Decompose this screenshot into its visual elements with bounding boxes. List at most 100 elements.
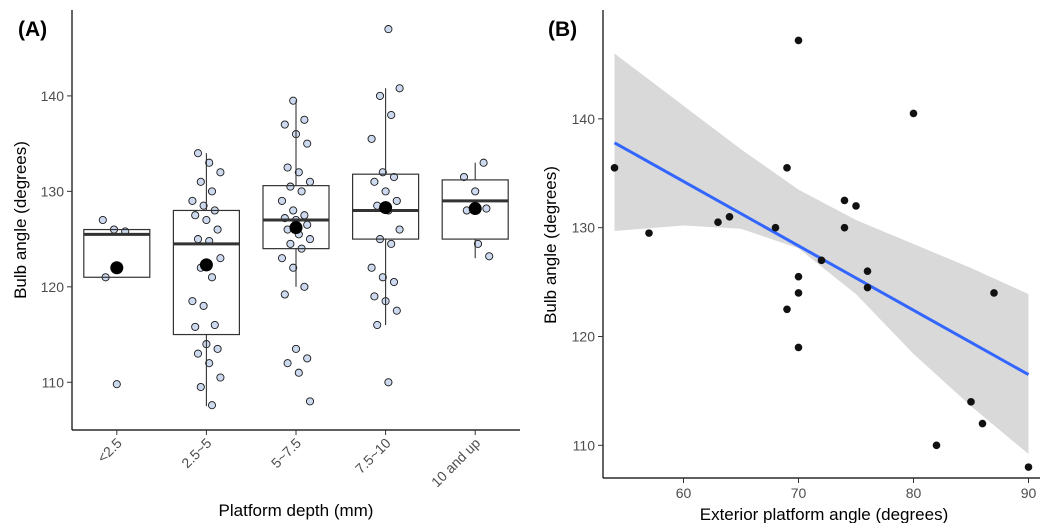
panel-a-data-point [387,110,396,120]
panel-a-data-point [199,301,208,310]
panel-b-label: (B) [548,18,577,41]
panel-a-data-point [303,139,312,148]
panel-a-data-point [202,215,211,225]
panel-b-data-point [794,289,803,297]
panel-a-data-point [471,187,480,196]
panel-a-data-point [277,196,287,205]
panel-a-data-point [193,235,203,244]
panel-b-data-point [794,343,803,352]
panel-a-data-point [286,239,295,248]
panel-a-x-tick-label: 7.5~10 [352,435,394,477]
panel-a-data-point [384,25,393,34]
panel-a-data-point [216,168,225,177]
panel-b-data-point [783,305,791,314]
panel-a-mean-point [468,202,482,216]
panel-a-data-point [294,368,303,377]
panel-b-x-tick-label: 90 [1021,485,1037,501]
panel-b-x-axis-title: Exterior platform angle (degrees) [700,505,949,523]
panel-b-data-point [863,267,872,276]
panel-a-data-point [193,149,203,158]
panel-a-data-point [387,239,396,248]
panel-a-data-point [205,359,214,368]
panel-a-mean-point [379,201,393,215]
panel-a-data-point [392,306,401,315]
panel-a-y-tick-label: 140 [41,88,65,104]
panel-b-data-point [771,223,780,232]
panel-a-data-point [286,182,295,191]
panel-a-data-point [395,84,404,93]
panel-a-data-point [280,120,289,129]
panel-b-data-point [840,196,849,205]
panel-a-data-point [98,215,107,225]
panel-a-data-point [367,134,376,143]
panel-a-data-point [479,158,488,167]
panel-a-data-point [199,201,208,210]
panel-b-x-tick-label: 70 [791,485,807,501]
panel-b-data-point [1024,463,1033,471]
panel-a-box [172,209,240,336]
panel-a-box [352,173,420,240]
panel-a-data-point [188,297,197,306]
panel-a-data-point [305,397,315,406]
panel-b-data-point [978,419,987,428]
panel-a-data-point [459,172,469,182]
panel-b-data-point [645,229,653,237]
panel-a-y-axis-title: Bulb angle (degrees) [11,141,30,299]
panel-a-data-point [294,168,303,177]
panel-a-data-point [216,373,225,382]
panel-a-data-point [300,211,309,220]
panel-a-mean-point [199,258,213,272]
panel-a-data-point [389,277,399,287]
panel-a-data-point [210,320,219,330]
panel-a-data-point [367,263,376,272]
panel-a-y-tick-label: 110 [42,374,65,390]
panel-a-x-tick-label: <2.5 [94,435,125,466]
panel-a-label: (A) [18,18,47,41]
panel-a-data-point [207,187,217,196]
panel-a-x-tick-label: 5~7.5 [268,435,305,472]
panel-b-data-point [714,218,722,227]
panel-b-data-point [783,164,791,172]
panel-a-data-point [289,96,298,105]
panel-a-data-point [277,254,287,263]
panel-a-data-point [485,252,494,261]
panel-b-confidence-band [614,53,1029,455]
panel-b-y-axis-title: Bulb angle (degrees) [541,166,560,324]
panel-a-data-point [196,177,205,186]
panel-b-y-tick-label: 140 [572,111,596,127]
panel-a-box [262,185,330,250]
panel-a-x-tick-label: 2.5~5 [178,435,215,472]
panel-b-data-point [725,212,734,221]
panel-b-data-point [932,441,941,450]
panel-b-data-point [967,398,975,406]
panel-a-data-point [207,401,217,410]
panel-a: (A) 110 120 130 140 <2.5 2.5~5 5~7.5 7.5~10 10 … [11,10,520,520]
panel-a-data-point [370,292,379,301]
panel-a-data-point [303,354,312,363]
panel-a-data-point [384,378,393,387]
panel-a-data-point [216,254,225,263]
panel-a-data-point [289,263,298,272]
panel-a-data-point [207,273,217,282]
panel-a-data-point [283,163,292,172]
panel-a-data-point [213,344,222,353]
panel-a-data-point [300,282,309,291]
panel-a-data-point [300,115,309,124]
panel-b-y-tick-label: 130 [572,220,596,236]
panel-a-data-point [283,359,292,368]
panel-b-data-point [909,109,918,118]
panel-a-data-point [303,220,312,229]
panel-a-y-tick-label: 130 [41,183,65,199]
panel-a-data-point [213,225,222,234]
panel-a-data-point [378,273,387,282]
panel-b-y-tick-label: 120 [572,329,596,345]
panel-b-data-point [794,272,803,281]
panel-a-box [83,228,151,278]
panel-a-data-point [305,235,315,244]
panel-a-mean-point [110,261,124,275]
panel-b-data-point [840,223,849,232]
panel-a-data-point [392,196,401,205]
panel-a-data-point [193,349,203,358]
panel-a-y-tick-label: 120 [41,279,65,295]
